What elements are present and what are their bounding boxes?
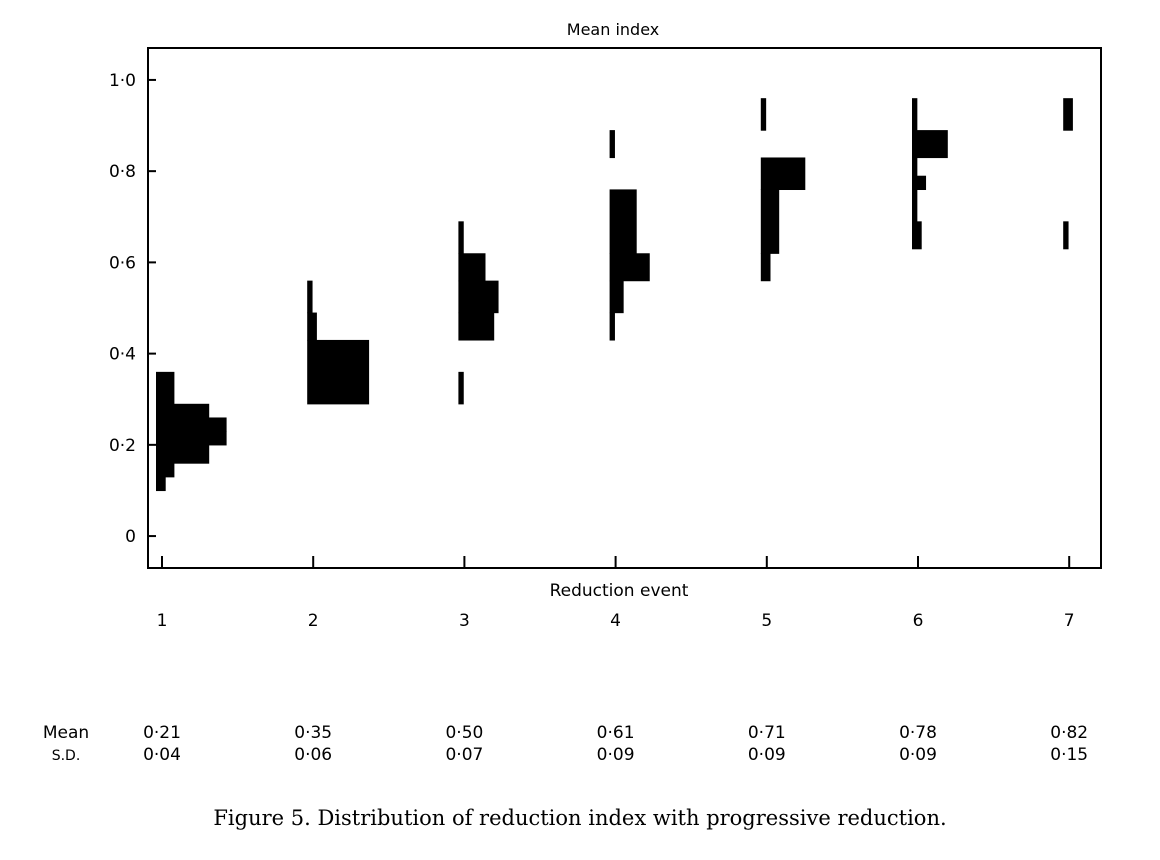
y-axis: 0 0·2 0·4 0·6 0·8 1·0	[109, 71, 156, 547]
y-tick-label: 0·8	[109, 162, 136, 182]
histogram-bin	[609, 253, 650, 282]
histogram-bin	[609, 130, 615, 159]
histogram-bin	[307, 312, 317, 341]
histogram-chart: Mean index 0 0·2 0·4 0·6 0·8 1·0 Reduction ev…	[43, 20, 1102, 765]
mean-row-label: Mean	[43, 723, 89, 743]
histogram-bin	[912, 189, 918, 222]
x-tick-labels: 1 2 3 4 5 6 7	[157, 611, 1075, 631]
sd-value: 0·09	[748, 745, 786, 765]
sd-value: 0·09	[899, 745, 937, 765]
y-tick-label: 1·0	[109, 71, 136, 91]
histogram-bin	[156, 371, 175, 405]
mean-value: 0·50	[445, 723, 483, 743]
histogram-bin	[307, 339, 370, 405]
histogram-bin	[609, 312, 615, 341]
x-axis-title: Reduction event	[550, 581, 689, 601]
sd-row-label: S.D.	[52, 748, 81, 764]
histogram-bin	[609, 280, 624, 314]
histogram-bin	[307, 280, 313, 314]
histogram-bin	[760, 253, 771, 282]
x-tick-label: 4	[610, 611, 621, 631]
histogram-bin	[1063, 221, 1069, 250]
histogram-bin	[156, 444, 210, 464]
mean-value: 0·21	[143, 723, 181, 743]
plot-frame	[147, 47, 1102, 569]
histogram-bin	[458, 280, 499, 314]
histogram-bin	[458, 371, 464, 405]
histogram-bin	[458, 312, 495, 341]
sd-value: 0·06	[294, 745, 332, 765]
histogram-bin	[156, 431, 227, 446]
histogram-bin	[760, 189, 780, 254]
y-tick-label: 0	[125, 527, 136, 547]
histogram-bin	[156, 476, 166, 492]
histogram-bars	[156, 98, 1073, 492]
mean-value: 0·82	[1050, 723, 1088, 743]
mean-value: 0·35	[294, 723, 332, 743]
histogram-bin	[156, 417, 227, 432]
histogram-bin	[1063, 98, 1073, 131]
histogram-bin	[760, 157, 806, 191]
x-tick-label: 7	[1064, 611, 1075, 631]
y-tick-label: 0·2	[109, 436, 136, 456]
x-tick-label: 2	[308, 611, 319, 631]
x-axis	[161, 556, 1071, 568]
x-tick-label: 5	[761, 611, 772, 631]
histogram-bin	[912, 221, 922, 250]
histogram-bin	[458, 253, 486, 282]
histogram-bin	[912, 157, 918, 177]
sd-value: 0·07	[445, 745, 483, 765]
y-axis-title: Mean index	[567, 20, 659, 39]
stats-table: 0·210·040·350·060·500·070·610·090·710·09…	[143, 723, 1088, 765]
histogram-bin	[156, 463, 175, 478]
y-tick-label: 0·6	[109, 253, 136, 273]
histogram-bin	[609, 189, 637, 254]
mean-value: 0·71	[748, 723, 786, 743]
figure-caption: Figure 5. Distribution of reduction inde…	[213, 806, 947, 830]
histogram-bin	[912, 130, 948, 159]
sd-value: 0·04	[143, 745, 181, 765]
mean-value: 0·78	[899, 723, 937, 743]
histogram-bin	[760, 98, 767, 131]
histogram-bin	[912, 175, 927, 191]
sd-value: 0·09	[597, 745, 635, 765]
mean-value: 0·61	[597, 723, 635, 743]
x-tick-label: 6	[913, 611, 924, 631]
histogram-bin	[156, 403, 210, 419]
histogram-bin	[458, 221, 464, 254]
y-tick-label: 0·4	[109, 345, 136, 365]
x-tick-label: 3	[459, 611, 470, 631]
sd-value: 0·15	[1050, 745, 1088, 765]
histogram-bin	[912, 98, 918, 131]
x-tick-label: 1	[157, 611, 168, 631]
